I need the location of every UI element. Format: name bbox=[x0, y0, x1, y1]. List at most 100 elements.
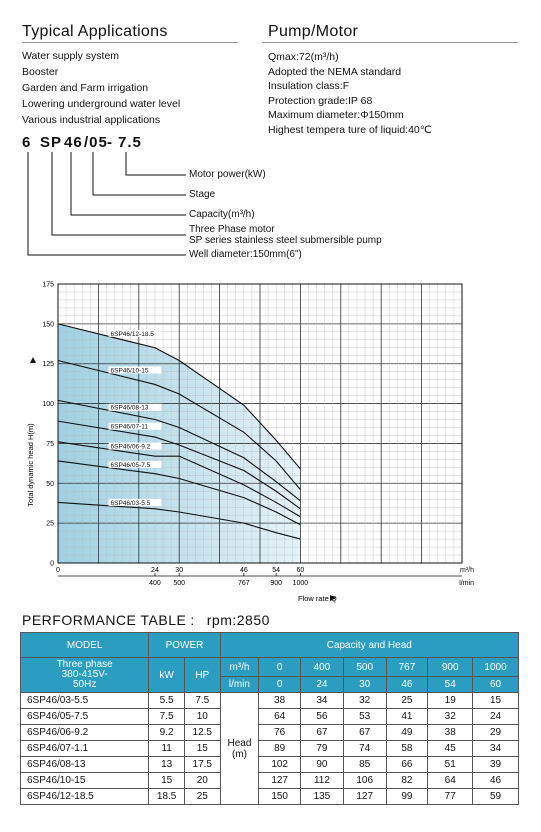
y-tick-label: 100 bbox=[42, 401, 54, 408]
performance-table: MODEL POWER Capacity and Head Three phas… bbox=[19, 632, 520, 805]
code-label-well: Well diameter:150mm(6") bbox=[189, 249, 302, 260]
frequency-line: 50Hz bbox=[72, 679, 97, 690]
applications-list: Water supply system Booster Garden and F… bbox=[22, 48, 180, 128]
y-tick-label: 75 bbox=[46, 441, 54, 448]
x-tick-label-m3h: 0 bbox=[56, 567, 60, 574]
head-value-cell: 24 bbox=[472, 708, 519, 725]
head-value-cell: 29 bbox=[472, 724, 519, 741]
model-cell: 6SP46/05-7.5 bbox=[19, 708, 150, 725]
q-m3h: 1000 bbox=[472, 657, 519, 677]
applications-title: Typical Applications bbox=[22, 23, 168, 40]
hp-cell: 12.5 bbox=[183, 724, 221, 741]
head-value-cell: 135 bbox=[300, 788, 344, 805]
q-m3h: 500 bbox=[342, 657, 387, 677]
x-tick-label-m3h: m³/h bbox=[460, 567, 474, 574]
head-value-cell: 64 bbox=[427, 772, 474, 789]
y-tick-label: 0 bbox=[50, 561, 54, 568]
series-line bbox=[57, 420, 301, 510]
spec-item: Maximum diameter:Φ150mm bbox=[268, 109, 404, 121]
q-lmin: 46 bbox=[385, 676, 429, 693]
head-value-cell: 66 bbox=[385, 756, 429, 773]
application-item: Garden and Farm irrigation bbox=[22, 82, 149, 94]
x-tick-label-m3h: 60 bbox=[297, 567, 305, 574]
kw-cell: 7.5 bbox=[148, 708, 185, 725]
x-tick-label-m3h: 24 bbox=[151, 567, 159, 574]
x-tick-label-lmin: 900 bbox=[270, 580, 282, 587]
head-value-cell: 46 bbox=[472, 772, 519, 789]
y-tick-label: 50 bbox=[46, 481, 54, 488]
head-value-cell: 32 bbox=[342, 692, 387, 709]
head-value-cell: 76 bbox=[258, 724, 302, 741]
spec-item: Adopted the NEMA standard bbox=[268, 65, 402, 78]
x-tick-label-m3h: 46 bbox=[240, 567, 248, 574]
x-tick-label-lmin: 400 bbox=[149, 580, 161, 587]
model-cell: 6SP46/08-13 bbox=[19, 756, 150, 773]
head-value-cell: 53 bbox=[342, 708, 387, 725]
head-value-cell: 56 bbox=[300, 708, 344, 725]
table-row: 6SP46/05-7.5 7.5 10 64 56 53 41 32 24 bbox=[19, 708, 519, 725]
application-item: Lowering underground water level bbox=[22, 98, 181, 110]
code-dash: - bbox=[107, 134, 113, 151]
perf-rpm: rpm:2850 bbox=[206, 612, 270, 628]
series-label-bg bbox=[108, 329, 162, 337]
head-value-cell: 112 bbox=[300, 772, 344, 789]
head-value-cell: 79 bbox=[300, 740, 344, 757]
spec-item: Protection grade:IP 68 bbox=[268, 94, 373, 107]
series-label: 6SP46/07-11 bbox=[111, 424, 149, 431]
head-value-cell: 34 bbox=[300, 692, 344, 709]
series-label: 6SP46/05-7.5 bbox=[111, 462, 151, 469]
code-label-motor-type: Three Phase motor bbox=[189, 224, 275, 235]
model-cell: 6SP46/03-5.5 bbox=[19, 692, 150, 709]
table-row: 6SP46/03-5.5 5.5 7.5 Head (m) 38 34 32 25 19 15 bbox=[19, 692, 519, 805]
y-axis-arrow bbox=[30, 357, 36, 363]
q-lmin: 24 bbox=[300, 676, 344, 693]
code-well: 6 bbox=[22, 134, 32, 151]
q-m3h: 900 bbox=[427, 657, 474, 677]
series-line bbox=[57, 501, 301, 540]
head-value-cell: 32 bbox=[427, 708, 474, 725]
series-label-bg bbox=[108, 403, 162, 411]
code-capacity: 46 bbox=[64, 134, 83, 151]
q-lmin: 30 bbox=[342, 676, 387, 693]
spec-item: Insulation class:F bbox=[268, 80, 350, 92]
x-axis-arrow bbox=[330, 595, 336, 601]
plot-frame bbox=[57, 283, 463, 564]
head-value-cell: 51 bbox=[427, 756, 474, 773]
header-hp: HP bbox=[183, 657, 221, 693]
spec-item: Qmax:72(m³/h) bbox=[268, 51, 339, 63]
head-value-cell: 90 bbox=[300, 756, 344, 773]
y-tick-label: 125 bbox=[42, 361, 54, 368]
code-series: SP bbox=[40, 134, 63, 151]
head-value-cell: 106 bbox=[342, 772, 387, 789]
application-item: Various industrial applications bbox=[22, 114, 161, 126]
x-axis-label: Flow rate Q bbox=[298, 594, 337, 603]
header-lmin: l/min bbox=[219, 676, 260, 693]
voltage-line: 380-415V- bbox=[61, 669, 108, 680]
head-value-cell: 102 bbox=[258, 756, 302, 773]
head-value-cell: 45 bbox=[427, 740, 474, 757]
header-power: POWER bbox=[148, 632, 221, 658]
kw-cell: 5.5 bbox=[148, 692, 185, 709]
spec-item: Highest tempera ture of liquid:40℃ bbox=[268, 123, 432, 136]
series-label: 6SP46/10-15 bbox=[111, 367, 149, 374]
series-label: 6SP46/08-13 bbox=[111, 405, 149, 412]
head-value-cell: 58 bbox=[385, 740, 429, 757]
q-lmin: 60 bbox=[472, 676, 519, 693]
kw-cell: 11 bbox=[148, 740, 185, 757]
head-value-cell: 74 bbox=[342, 740, 387, 757]
application-item: Booster bbox=[22, 66, 59, 78]
table-row: 6SP46/12-18.5 18.5 25 150 135 127 99 77 59 bbox=[19, 788, 519, 805]
perf-table-heading: PERFORMANCE TABLE: rpm:2850 bbox=[22, 612, 270, 628]
x-tick-label-lmin: 767 bbox=[238, 580, 250, 587]
pump-motor-rule bbox=[262, 42, 518, 43]
q-m3h: 400 bbox=[300, 657, 344, 677]
code-label-motor: Motor power(kW) bbox=[189, 169, 266, 180]
kw-cell: 9.2 bbox=[148, 724, 185, 741]
table-row: 6SP46/07-1.1 11 15 89 79 74 58 45 34 bbox=[19, 740, 519, 757]
head-value-cell: 82 bbox=[385, 772, 429, 789]
y-axis-label: Total dynamic head H(m) bbox=[26, 423, 35, 507]
perf-colon: : bbox=[190, 612, 195, 628]
head-value-cell: 39 bbox=[472, 756, 519, 773]
series-label: 6SP46/03-5.5 bbox=[111, 500, 151, 507]
model-code-leaders bbox=[27, 152, 186, 256]
